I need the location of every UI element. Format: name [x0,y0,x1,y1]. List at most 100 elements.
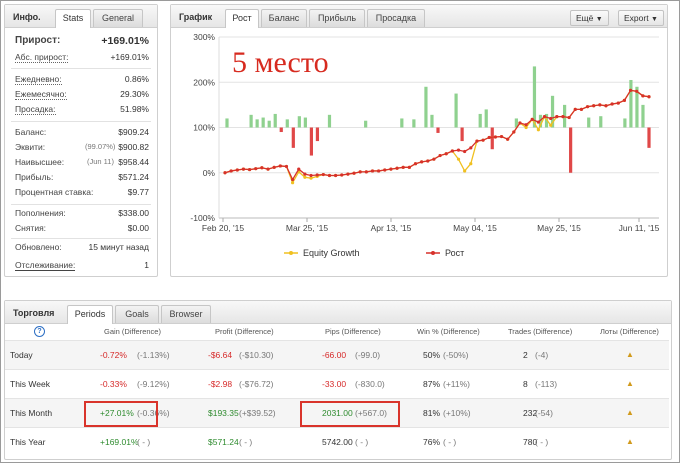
chart-panel-header: График Рост Баланс Прибыль Просадка Ещё … [171,5,667,28]
growth-point [493,135,497,139]
growth-point [309,173,313,178]
monthly-value: 29.30% [120,89,149,99]
highest-note: (Jun 11) [87,157,114,166]
bar [297,116,301,128]
cell-pips: -66.00 [322,350,347,360]
abs-growth-value: +169.01% [110,52,149,62]
growth-point [561,115,565,119]
growth-point [518,121,522,125]
growth-point [407,165,411,169]
divider [11,204,151,205]
growth-point [278,164,282,168]
growth-point [555,115,559,119]
growth-point [641,94,645,98]
cell-profit-diff: (-$76.72) [239,379,274,389]
bar [315,127,320,142]
legend-label-equity: Equity Growth [303,248,360,258]
x-tick-label: Feb 20, '15 [202,223,245,233]
growth-point [364,170,368,174]
bar [478,113,482,128]
y-tick-label: 100% [193,123,215,133]
legend-marker-growth [431,251,435,255]
growth-point [401,165,405,169]
monthly-label[interactable]: Ежемесячно: [15,89,67,100]
bar [412,119,416,128]
tab-goals[interactable]: Goals [115,305,159,323]
interest-row: Процентная ставка: $9.77 [15,187,149,199]
header-gain[interactable]: Gain (Difference) [104,327,161,336]
tab-drawdown[interactable]: Просадка [367,9,425,27]
bar [279,127,283,133]
growth-point [260,166,264,170]
withdrawals-label: Снятия: [15,223,47,233]
cell-win-diff: ( - ) [443,437,457,447]
growth-point [444,152,448,156]
bar [430,114,434,128]
lots-icon[interactable]: ▲ [626,437,634,446]
highest-row: Наивысшее: (Jun 11) $958.44 [15,157,149,169]
header-lots[interactable]: Лоты (Difference) [600,327,659,336]
cell-pips: -33.00 [322,379,347,389]
lots-icon[interactable]: ▲ [626,379,634,388]
tab-stats[interactable]: Stats [55,9,91,28]
header-profit[interactable]: Profit (Difference) [215,327,274,336]
lots-icon[interactable]: ▲ [626,408,634,417]
trading-panel-header: Торговля Periods Goals Browser [5,301,671,324]
bar [285,119,289,128]
highest-label: Наивысшее: [15,157,65,167]
updated-label: Обновлено: [15,242,62,252]
growth-point [604,104,608,108]
export-button[interactable]: Export ▼ [618,10,664,26]
table-row: Today -0.72% (-1.13%) -$6.64 (-$10.30) -66.00… [5,340,669,370]
tracking-value: 1 [144,260,149,270]
cell-trades-diff: (-4) [535,350,549,360]
drawdown-label[interactable]: Просадка: [15,104,56,115]
growth-point [487,135,491,140]
growth-point [303,172,307,176]
growth-point [475,139,479,143]
lots-icon[interactable]: ▲ [626,350,634,359]
more-button[interactable]: Ещё ▼ [570,10,609,26]
growth-point [585,105,590,109]
cell-trades: 2 [523,350,528,360]
monthly-row: Ежемесячно: 29.30% [15,89,149,101]
period-label: This Week [10,379,50,389]
growth-point [432,157,436,161]
x-tick-label: May 04, '15 [453,223,497,233]
cell-gain: +27.01% [100,408,134,418]
updated-value: 15 минут назад [88,242,149,252]
growth-point [235,168,239,172]
tracking-row: Отслеживание: 1 [15,260,149,272]
header-pips[interactable]: Pips (Difference) [325,327,381,336]
legend-label-growth: Рост [445,248,464,258]
period-label: This Year [10,437,46,447]
help-icon[interactable]: ? [34,326,45,337]
growth-point [536,120,540,124]
equity-growth-line [224,89,650,185]
tab-periods[interactable]: Periods [67,305,113,324]
cell-gain-diff: (-9.12%) [137,379,170,389]
equity-growth-point [309,176,313,180]
cell-profit-diff: (+$39.52) [239,408,276,418]
daily-label[interactable]: Ежедневно: [15,74,62,85]
growth-point [297,167,301,171]
abs-growth-label[interactable]: Абс. прирост: [15,52,69,63]
cell-gain-diff: ( - ) [137,437,151,447]
tab-general[interactable]: General [93,9,143,27]
equity-row: Эквити: (99.07%) $900.82 [15,142,149,154]
growth-point [469,146,473,150]
growth-point [610,102,614,106]
cell-trades: 780 [523,437,538,447]
bar [225,118,229,128]
tab-balance[interactable]: Баланс [261,9,307,27]
deposits-row: Пополнения: $338.00 [15,208,149,220]
tab-browser[interactable]: Browser [161,305,211,323]
header-trades[interactable]: Trades (Difference) [508,327,573,336]
bar [569,127,573,173]
tab-growth[interactable]: Рост [225,9,259,28]
tab-profit[interactable]: Прибыль [309,9,365,27]
header-win[interactable]: Win % (Difference) [417,327,480,336]
equity-growth-point [469,162,473,166]
bar [623,118,627,128]
tracking-link[interactable]: Отслеживание: [15,260,76,271]
